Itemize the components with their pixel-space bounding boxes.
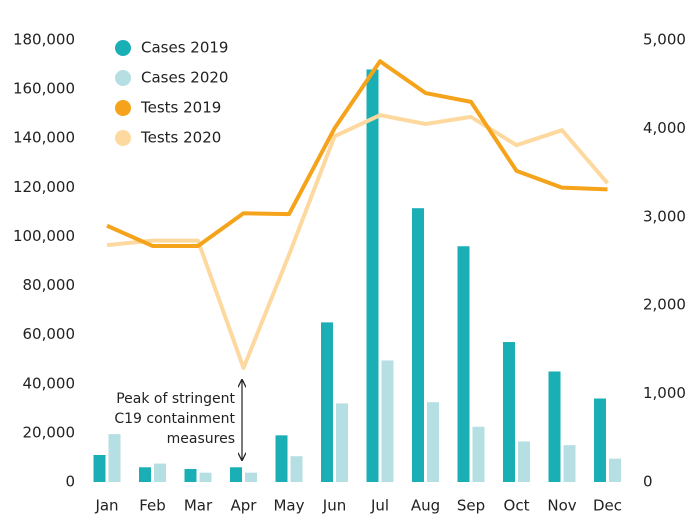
bar [336,403,348,482]
bar [184,468,197,482]
bar [518,441,530,482]
bar [154,463,166,482]
y2-tick-label: 1,000 [643,384,686,402]
legend-label: Cases 2020 [141,69,228,87]
legend-swatch [115,40,131,56]
bar [93,454,106,482]
y2-tick-label: 5,000 [643,31,686,49]
y-tick-label: 120,000 [13,178,75,196]
x-tick-label: Jul [370,497,389,515]
bar [245,472,257,482]
y-tick-label: 180,000 [13,31,75,49]
x-tick-label: Nov [547,497,576,515]
y2-tick-label: 0 [643,473,653,491]
y-tick-label: 40,000 [23,374,76,392]
annotation: Peak of stringent [116,391,235,407]
x-tick-label: Apr [231,497,258,515]
bar [427,402,439,482]
bar [548,371,561,482]
x-tick-label: Sep [457,497,485,515]
y-tick-label: 160,000 [13,80,75,98]
y-tick-label: 0 [65,473,75,491]
bar [609,458,621,482]
bar [563,445,576,482]
annotation: C19 containment [114,411,235,427]
bar [472,426,485,482]
line [106,113,610,370]
x-tick-label: Oct [504,497,530,515]
y-tick-label: 140,000 [13,129,75,147]
bar [290,456,303,482]
bar [381,360,394,482]
bar [457,246,470,482]
x-tick-label: Feb [139,497,166,515]
annotation: measures [167,431,235,447]
y2-tick-label: 2,000 [643,296,686,314]
bar [321,322,333,482]
legend-label: Cases 2019 [141,39,228,57]
bar [230,467,242,482]
line [106,59,608,248]
legend-swatch [115,70,131,86]
y-tick-label: 60,000 [23,325,76,343]
y2-tick-label: 4,000 [643,119,686,137]
x-tick-label: Jan [94,497,118,515]
legend-label: Tests 2019 [140,99,221,117]
y-tick-label: 100,000 [13,227,75,245]
x-tick-label: Aug [411,497,440,515]
bar [199,472,212,482]
y2-tick-label: 3,000 [643,207,686,225]
y-tick-label: 80,000 [23,276,76,294]
legend-swatch [115,100,131,116]
x-tick-label: Dec [593,497,622,515]
x-tick-label: Mar [184,497,213,515]
legend-swatch [115,130,131,146]
bar [412,208,424,482]
bar [275,435,288,482]
x-tick-label: Jun [322,497,346,515]
bar [366,69,379,482]
bar [503,342,515,482]
bar [108,434,121,482]
x-tick-label: May [273,497,304,515]
y-tick-label: 20,000 [23,423,76,441]
bar [594,398,606,482]
legend-label: Tests 2020 [140,129,221,147]
bar [139,467,151,482]
